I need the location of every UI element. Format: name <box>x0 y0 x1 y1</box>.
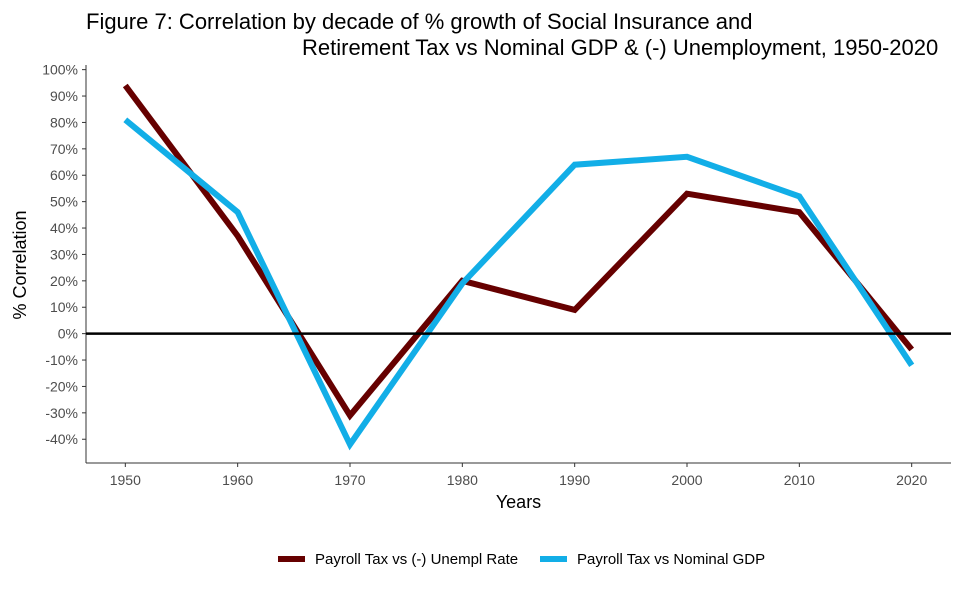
series-line-1 <box>122 83 915 421</box>
x-tick-label: 2000 <box>671 472 702 488</box>
y-tick-label: 60% <box>50 167 78 183</box>
y-tick-label: -20% <box>45 378 78 394</box>
y-tick-label: 90% <box>50 88 78 104</box>
x-tick-label: 2010 <box>784 472 815 488</box>
x-tick-label: 1950 <box>110 472 141 488</box>
legend-label-2: Payroll Tax vs Nominal GDP <box>577 551 765 568</box>
y-axis-title: % Correlation <box>10 210 30 319</box>
axes: 100% 90% 80% 70% 60% 50% 40% 30% 20% 10% 0% -10% -20… <box>42 62 951 488</box>
y-tick-label: -40% <box>45 431 78 447</box>
x-axis-title: Years <box>496 492 541 512</box>
series-line-2 <box>123 117 915 451</box>
y-tick-label: 70% <box>50 141 78 157</box>
y-tick-label: 10% <box>50 299 78 315</box>
y-tick-label: 100% <box>42 62 78 78</box>
x-tick-label: 1970 <box>334 472 365 488</box>
x-tick-label: 2020 <box>896 472 927 488</box>
y-tick-label: -10% <box>45 352 78 368</box>
y-tick-label: 0% <box>58 326 78 342</box>
y-tick-label: 50% <box>50 194 78 210</box>
chart-title-line-2: Retirement Tax vs Nominal GDP & (-) Unem… <box>302 35 939 60</box>
legend-label-1: Payroll Tax vs (-) Unempl Rate <box>315 551 518 568</box>
y-tick-label: 20% <box>50 273 78 289</box>
series-lines <box>122 83 915 451</box>
legend: Payroll Tax vs (-) Unempl Rate Payroll Ta… <box>278 551 765 568</box>
chart-title-line-1: Figure 7: Correlation by decade of % gro… <box>86 9 753 34</box>
y-tick-label: 40% <box>50 220 78 236</box>
axis-labels: Years % Correlation <box>10 210 541 512</box>
y-tick-label: 30% <box>50 246 78 262</box>
y-tick-label: 80% <box>50 114 78 130</box>
x-tick-label: 1960 <box>222 472 253 488</box>
y-tick-label: -30% <box>45 405 78 421</box>
x-tick-label: 1980 <box>447 472 478 488</box>
x-tick-label: 1990 <box>559 472 590 488</box>
